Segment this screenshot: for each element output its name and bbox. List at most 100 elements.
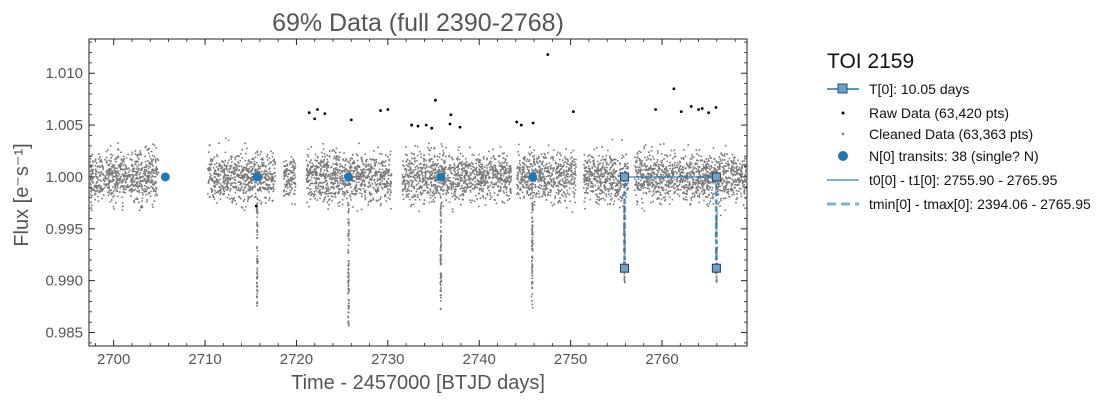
cleaned-data-point <box>384 165 386 167</box>
cleaned-data-point <box>503 166 505 168</box>
cleaned-data-point <box>250 177 253 180</box>
cleaned-data-point <box>238 165 240 167</box>
cleaned-data-point <box>607 173 610 176</box>
cleaned-data-point <box>609 178 611 180</box>
cleaned-data-point <box>226 174 229 177</box>
cleaned-data-point <box>565 185 568 187</box>
cleaned-data-point <box>506 164 508 166</box>
cleaned-data-point <box>132 190 134 192</box>
cleaned-data-point <box>156 158 159 160</box>
cleaned-data-point <box>381 165 384 168</box>
cleaned-data-point <box>144 146 147 149</box>
cleaned-data-point <box>430 164 433 167</box>
cleaned-data-point <box>590 173 592 175</box>
cleaned-data-point <box>421 180 424 183</box>
cleaned-data-point <box>558 169 561 172</box>
cleaned-data-point <box>341 176 344 179</box>
cleaned-data-point <box>433 155 436 157</box>
cleaned-data-point <box>355 173 358 176</box>
cleaned-data-point <box>372 197 374 200</box>
cleaned-data-point <box>598 177 601 180</box>
cleaned-data-point <box>463 176 465 179</box>
cleaned-data-point <box>383 161 385 164</box>
cleaned-data-point <box>407 196 409 198</box>
cleaned-data-point <box>728 157 731 160</box>
cleaned-data-point <box>587 167 590 170</box>
cleaned-data-point <box>140 168 142 170</box>
cleaned-data-point <box>696 162 699 165</box>
cleaned-data-point <box>613 171 615 173</box>
cleaned-data-point <box>608 172 611 174</box>
cleaned-data-point <box>545 198 548 201</box>
cleaned-data-point <box>460 163 463 165</box>
cleaned-data-point <box>461 174 463 177</box>
cleaned-data-point <box>334 180 336 182</box>
cleaned-data-point <box>141 197 144 200</box>
cleaned-data-point <box>133 189 135 191</box>
cleaned-data-point <box>332 192 334 195</box>
cleaned-data-point <box>693 182 696 184</box>
cleaned-data-point <box>241 206 244 209</box>
cleaned-data-point <box>367 173 370 175</box>
cleaned-data-point <box>619 185 622 187</box>
cleaned-data-point <box>114 188 116 190</box>
cleaned-data-point <box>532 195 534 197</box>
cleaned-data-point <box>207 193 209 195</box>
cleaned-data-point <box>698 154 700 157</box>
cleaned-data-point <box>727 188 730 191</box>
cleaned-data-point <box>450 186 452 188</box>
cleaned-data-point <box>219 165 222 167</box>
cleaned-data-point <box>253 196 256 199</box>
cleaned-data-point <box>523 157 526 159</box>
cleaned-data-point <box>292 158 295 161</box>
cleaned-data-point <box>116 190 119 192</box>
cleaned-data-point <box>566 178 569 181</box>
cleaned-data-point <box>417 172 420 174</box>
cleaned-data-point <box>259 165 262 168</box>
cleaned-data-point <box>421 177 424 180</box>
cleaned-data-point <box>353 161 356 164</box>
cleaned-data-point <box>108 159 111 162</box>
cleaned-data-point <box>254 156 257 159</box>
cleaned-data-point <box>125 157 128 159</box>
cleaned-data-point <box>232 185 234 188</box>
cleaned-data-point <box>91 171 94 173</box>
cleaned-data-point <box>450 172 453 175</box>
cleaned-data-point <box>602 197 605 200</box>
cleaned-data-point <box>104 183 106 186</box>
cleaned-data-point <box>220 184 223 187</box>
cleaned-data-point <box>320 175 322 177</box>
cleaned-data-point <box>258 187 261 190</box>
cleaned-data-point <box>90 189 92 192</box>
cleaned-data-point <box>457 165 460 168</box>
cleaned-data-point <box>724 209 727 212</box>
cleaned-data-point <box>486 192 489 195</box>
cleaned-data-point <box>533 161 535 164</box>
cleaned-data-point <box>656 161 658 163</box>
cleaned-data-point <box>434 188 437 191</box>
cleaned-data-point <box>234 172 237 174</box>
cleaned-data-point <box>456 159 459 161</box>
cleaned-data-point <box>591 182 594 185</box>
cleaned-data-point <box>521 178 524 180</box>
cleaned-data-point <box>376 200 378 202</box>
cleaned-data-point <box>459 188 462 190</box>
cleaned-data-point <box>736 165 739 168</box>
cleaned-data-point <box>535 195 537 198</box>
cleaned-data-point <box>612 169 614 172</box>
cleaned-data-point <box>97 189 99 192</box>
cleaned-data-point <box>476 186 478 189</box>
cleaned-data-point <box>427 146 429 149</box>
cleaned-data-point <box>236 175 239 177</box>
cleaned-data-point <box>286 193 289 195</box>
cleaned-data-point <box>333 155 336 158</box>
cleaned-data-point <box>323 198 325 201</box>
cleaned-data-point <box>543 169 546 172</box>
cleaned-data-point <box>337 182 339 184</box>
cleaned-data-point <box>320 169 322 171</box>
cleaned-data-point <box>405 190 408 193</box>
cleaned-data-point <box>146 178 148 181</box>
cleaned-data-point <box>549 194 552 197</box>
cleaned-data-point <box>436 179 439 182</box>
cleaned-data-point <box>474 184 477 186</box>
